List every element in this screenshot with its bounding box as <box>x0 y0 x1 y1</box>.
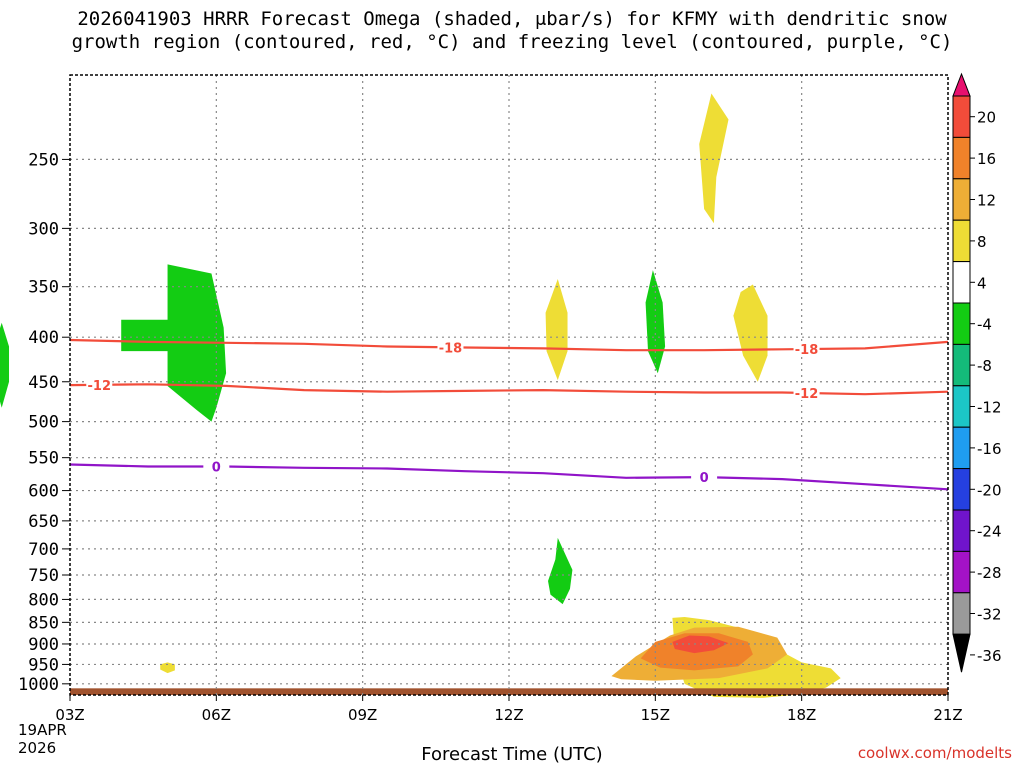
y-tick-label: 850 <box>28 613 59 633</box>
y-tick-label: 1000 <box>18 675 59 695</box>
colorbar-swatch <box>952 261 971 304</box>
colorbar-label: -12 <box>977 399 1002 417</box>
contour-label: 0 <box>700 471 709 486</box>
chart-title-line-1: 2026041903 HRRR Forecast Omega (shaded, … <box>77 8 947 30</box>
start-date-month: 19APR <box>18 721 67 739</box>
contour-label-bg <box>691 469 718 485</box>
source-credit: coolwx.com/modelts <box>857 744 1012 762</box>
grid-lines <box>70 75 948 695</box>
colorbar-label: -28 <box>977 564 1002 582</box>
ground-surface-strip <box>70 688 948 695</box>
y-tick-label: 600 <box>28 482 59 502</box>
colorbar-label: 16 <box>977 150 996 168</box>
colorbar-bottom-arrow <box>952 633 971 673</box>
colorbar-label: -8 <box>977 357 992 375</box>
omega-shaded-region <box>699 93 729 224</box>
contour-label-bg <box>203 458 230 474</box>
x-tick-label: 21Z <box>933 706 962 724</box>
colorbar-swatch <box>952 385 971 428</box>
omega-shaded-region <box>160 662 175 674</box>
x-tick-label: 18Z <box>787 706 816 724</box>
y-tick-label: 450 <box>28 373 59 393</box>
colorbar-label: -32 <box>977 606 1002 624</box>
y-tick-label: 550 <box>28 449 59 469</box>
contour-label: -12 <box>88 379 112 394</box>
colorbar-label: 12 <box>977 192 996 210</box>
y-tick-label: 900 <box>28 635 59 655</box>
colorbar-swatch <box>952 95 971 138</box>
x-tick-label: 06Z <box>202 706 231 724</box>
y-tick-label: 400 <box>28 328 59 348</box>
y-tick-label: 300 <box>28 219 59 239</box>
x-axis-label: Forecast Time (UTC) <box>421 744 603 765</box>
colorbar-swatch <box>952 509 971 552</box>
y-tick-label: 350 <box>28 278 59 298</box>
colorbar-top-arrow <box>952 72 971 97</box>
omega-shaded-region <box>545 279 568 381</box>
colorbar-swatch <box>952 136 971 180</box>
contour-label-bg <box>793 385 820 401</box>
y-tick-label: 250 <box>28 150 59 170</box>
colorbar-label: 4 <box>977 274 987 292</box>
colorbar: 20 16 12 8 4 -4 -8 -12 -16 -20 -24 -28 -32 -36 <box>952 72 1002 673</box>
y-tick-label: 650 <box>28 512 59 532</box>
contour-label-bg <box>437 339 464 355</box>
start-date-year: 2026 <box>18 739 57 757</box>
colorbar-swatch <box>952 468 971 511</box>
contour-label: -18 <box>795 343 819 358</box>
colorbar-label: 8 <box>977 233 987 251</box>
colorbar-swatch <box>952 219 971 263</box>
omega-shaded-region <box>548 537 573 605</box>
x-tick-label: 15Z <box>641 706 670 724</box>
colorbar-label: -20 <box>977 481 1002 499</box>
colorbar-label: -4 <box>977 316 992 334</box>
contour-label: -18 <box>439 341 463 356</box>
colorbar-swatch <box>952 550 971 594</box>
colorbar-label: -16 <box>977 440 1002 458</box>
y-tick-label: 950 <box>28 655 59 675</box>
y-tick-label: 500 <box>28 413 59 433</box>
colorbar-swatch <box>952 592 971 635</box>
contour-label: -12 <box>795 387 819 402</box>
contour-label-bg <box>793 341 820 357</box>
colorbar-swatch <box>952 343 971 387</box>
x-tick-label: 12Z <box>494 706 523 724</box>
y-tick-label: 700 <box>28 540 59 560</box>
contour-label-bg <box>86 376 113 392</box>
y-tick-label: 800 <box>28 590 59 610</box>
omega-shaded-region <box>733 284 768 382</box>
x-tick-label: 09Z <box>348 706 377 724</box>
colorbar-swatch <box>952 426 971 470</box>
colorbar-swatch <box>952 178 971 221</box>
colorbar-label: 20 <box>977 109 996 127</box>
colorbar-swatch <box>952 302 971 345</box>
colorbar-label: -24 <box>977 523 1002 541</box>
y-tick-label: 750 <box>28 566 59 586</box>
chart-title-line-2: growth region (contoured, red, °C) and f… <box>71 31 953 53</box>
colorbar-label: -36 <box>977 647 1002 665</box>
x-tick-label: 03Z <box>55 706 84 724</box>
omega-shaded-region <box>0 322 10 408</box>
contour-label: 0 <box>212 461 221 476</box>
